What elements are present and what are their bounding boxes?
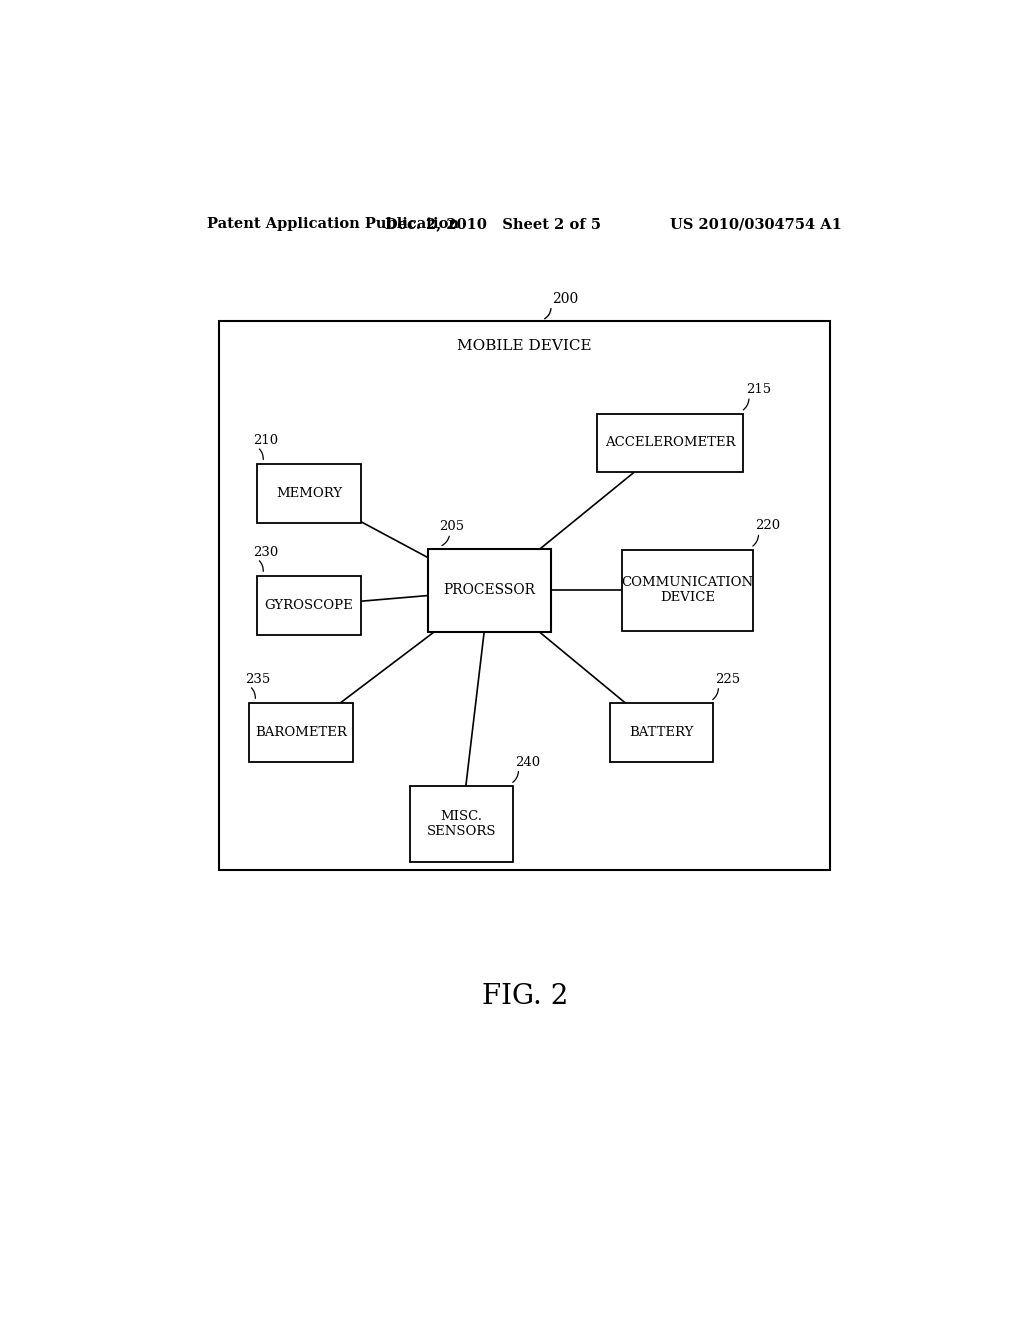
Text: MEMORY: MEMORY — [275, 487, 342, 500]
Text: 225: 225 — [716, 673, 740, 686]
Text: COMMUNICATION
DEVICE: COMMUNICATION DEVICE — [622, 577, 754, 605]
Text: BATTERY: BATTERY — [629, 726, 693, 739]
Text: BAROMETER: BAROMETER — [255, 726, 347, 739]
Text: 210: 210 — [253, 434, 279, 447]
Bar — [257, 576, 360, 635]
Text: PROCESSOR: PROCESSOR — [443, 583, 536, 598]
Text: ACCELEROMETER: ACCELEROMETER — [605, 437, 735, 450]
Text: FIG. 2: FIG. 2 — [481, 983, 568, 1010]
Bar — [410, 785, 513, 862]
Text: 205: 205 — [439, 520, 465, 533]
Text: Patent Application Publication: Patent Application Publication — [207, 218, 460, 231]
Text: 230: 230 — [253, 546, 279, 558]
Text: Dec. 2, 2010   Sheet 2 of 5: Dec. 2, 2010 Sheet 2 of 5 — [385, 218, 601, 231]
Text: 240: 240 — [515, 756, 541, 768]
Text: 235: 235 — [246, 673, 270, 686]
Text: MOBILE DEVICE: MOBILE DEVICE — [458, 339, 592, 354]
Bar — [428, 549, 551, 632]
Text: 200: 200 — [553, 292, 579, 306]
Bar — [622, 549, 753, 631]
Bar — [609, 704, 713, 762]
Text: MISC.
SENSORS: MISC. SENSORS — [427, 810, 496, 838]
Text: 220: 220 — [756, 520, 780, 532]
Bar — [597, 413, 743, 473]
Text: US 2010/0304754 A1: US 2010/0304754 A1 — [671, 218, 842, 231]
Text: 215: 215 — [745, 383, 771, 396]
Bar — [250, 704, 352, 762]
Bar — [257, 465, 360, 523]
Text: GYROSCOPE: GYROSCOPE — [264, 599, 353, 612]
Bar — [219, 321, 830, 870]
